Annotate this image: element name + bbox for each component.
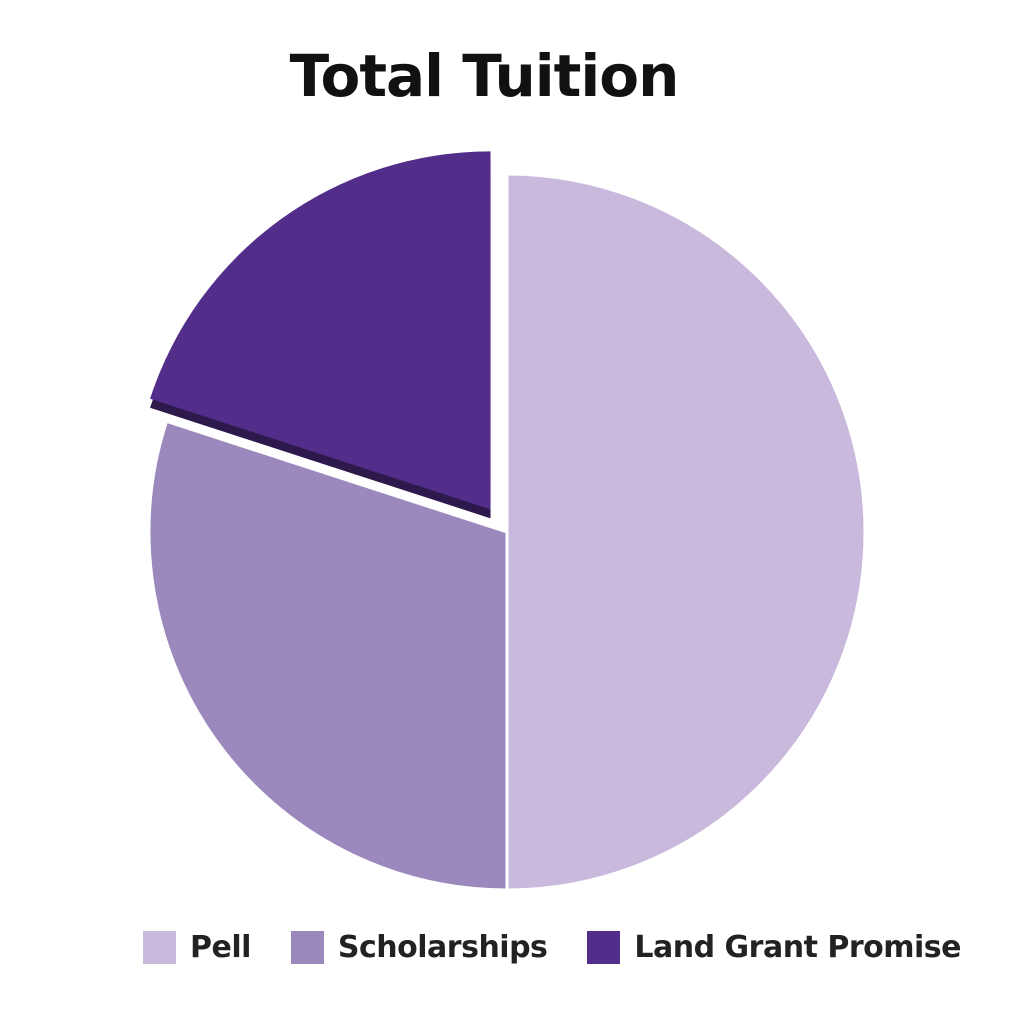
legend-swatch-scholarships: [290, 931, 324, 964]
legend-label-scholarships: Scholarships: [337, 930, 548, 965]
legend-swatch-pell: [143, 931, 176, 964]
pie-slice-pell: [505, 172, 867, 892]
legend-label-land-grant-promise: Land Grant Promise: [634, 930, 962, 965]
pie-slice-land-grant-promise: [150, 151, 491, 510]
pie-slice-scholarships: [147, 419, 509, 892]
legend-item-land-grant-promise: Land Grant Promise: [587, 930, 962, 965]
legend-item-scholarships: Scholarships: [290, 930, 548, 965]
legend-label-pell: Pell: [190, 930, 251, 965]
chart-title: Total Tuition: [289, 42, 680, 110]
legend: Pell Scholarships Land Grant Promise: [143, 930, 962, 965]
legend-item-pell: Pell: [143, 930, 251, 965]
legend-swatch-land-grant-promise: [587, 931, 621, 964]
